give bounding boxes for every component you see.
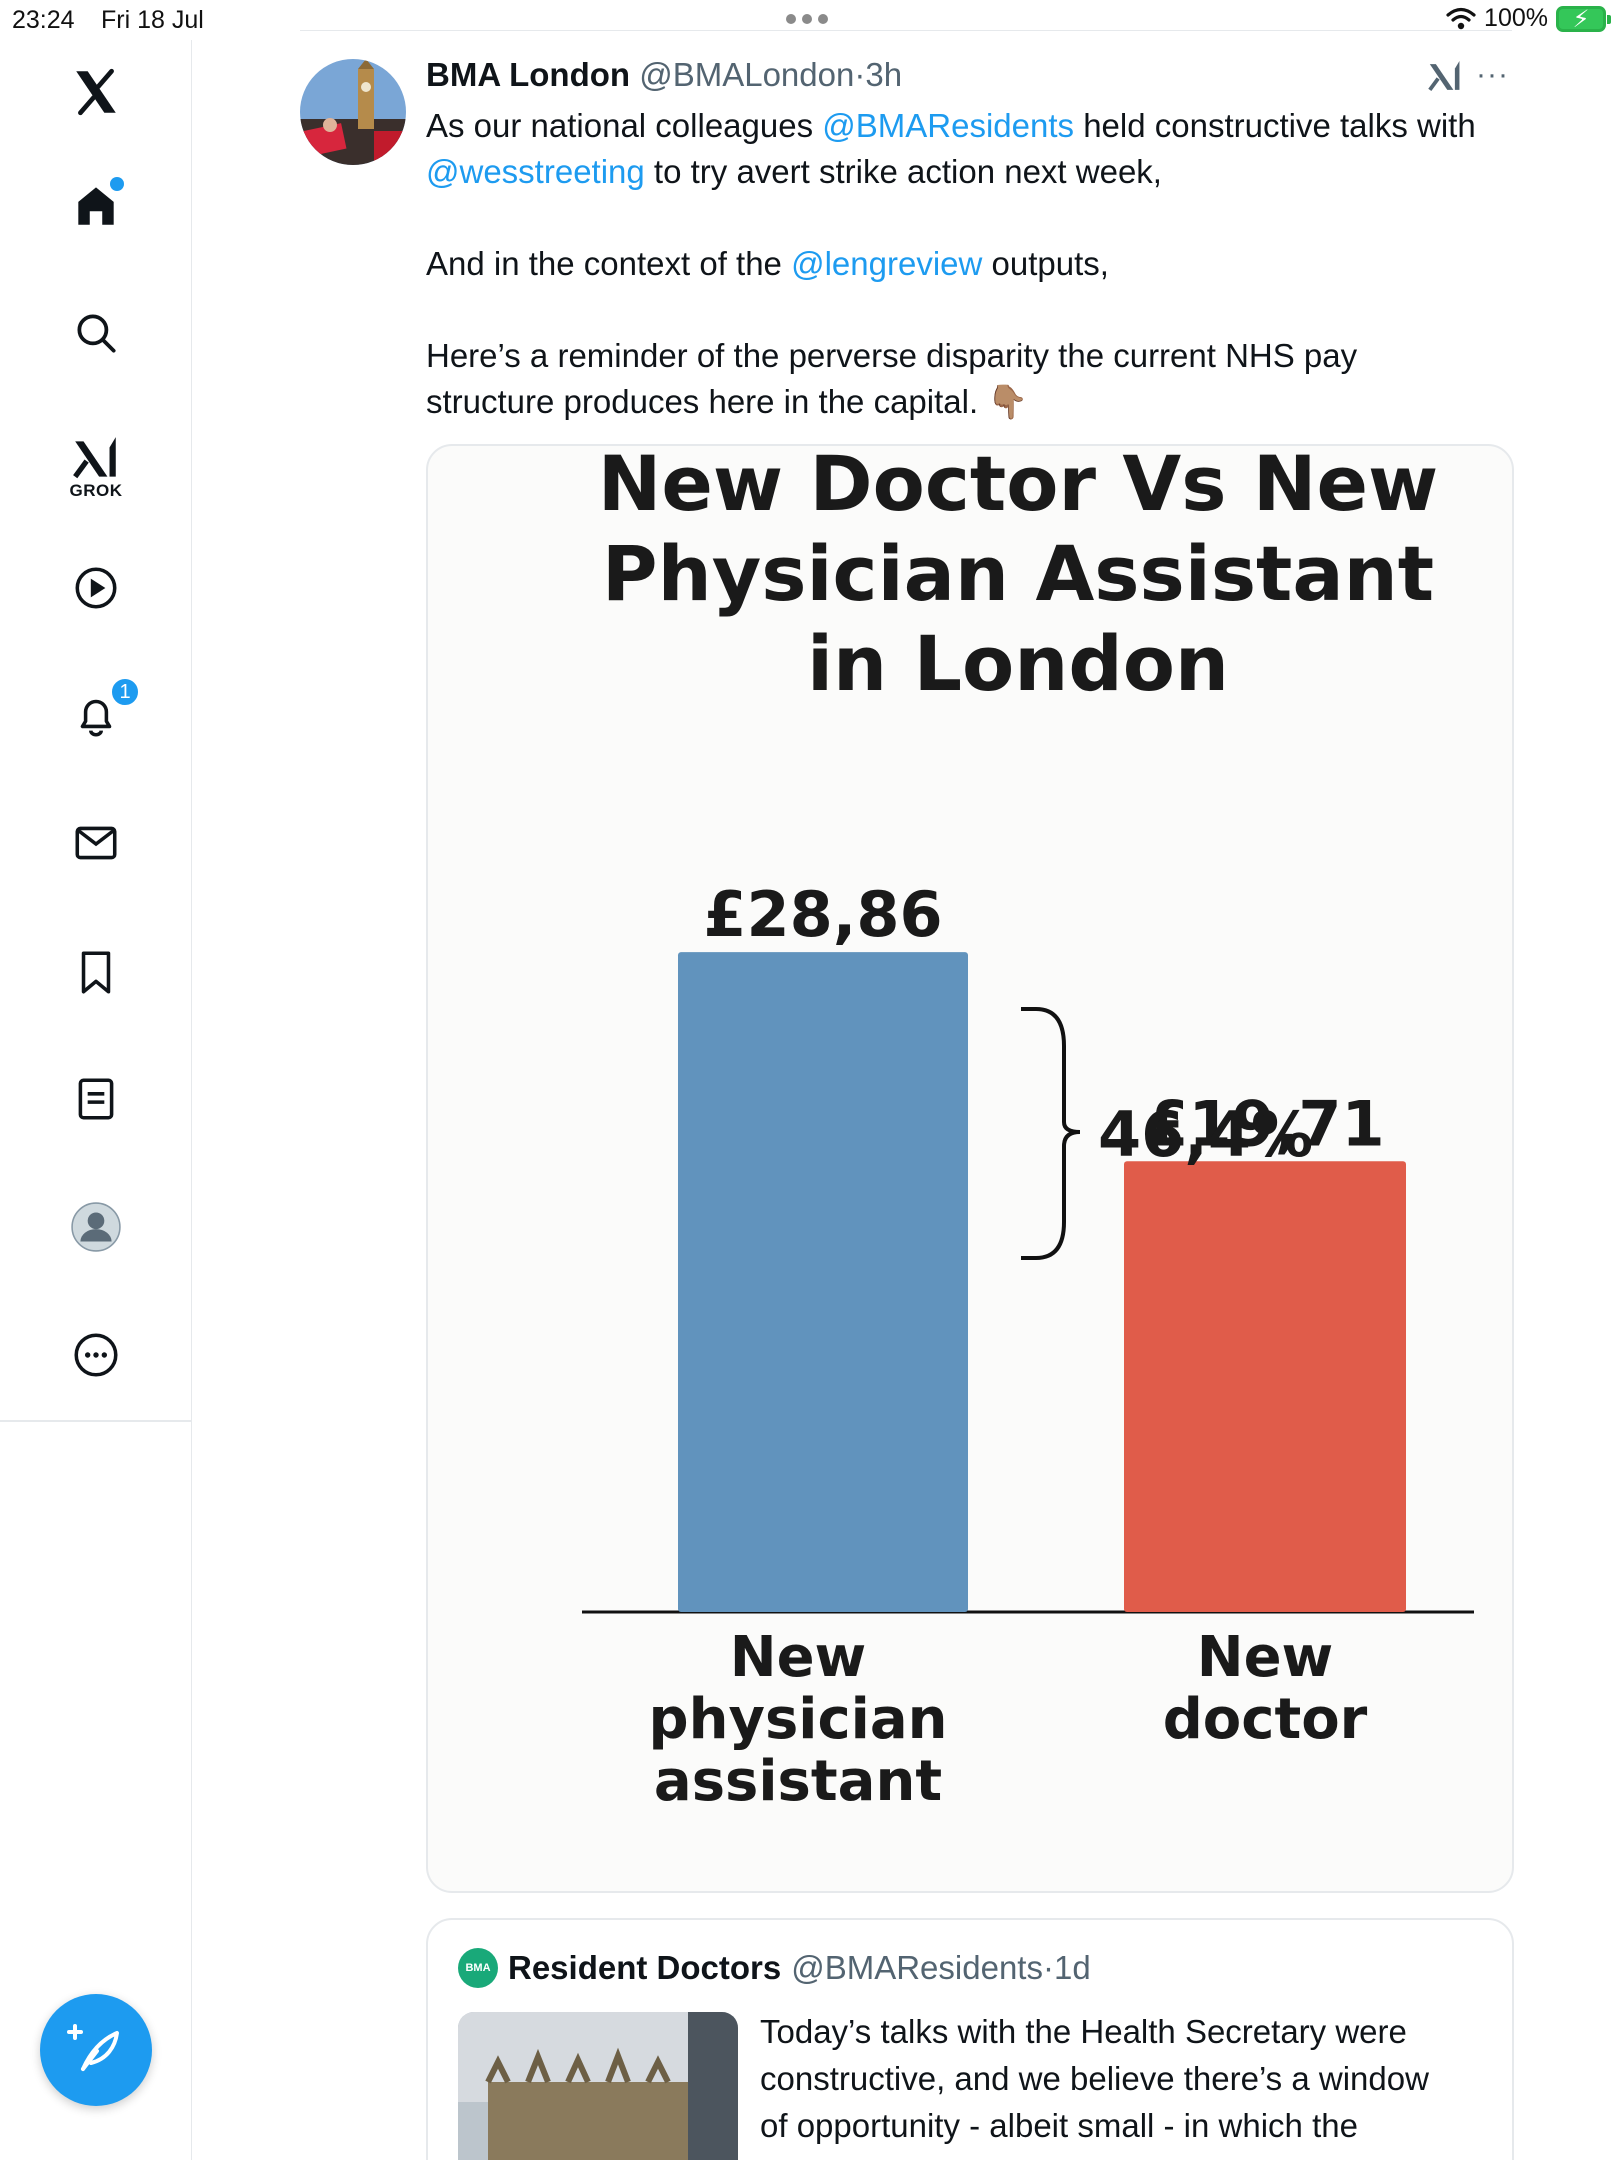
meta-separator: · <box>1042 1949 1054 1986</box>
quoted-handle-text: @BMAResidents <box>791 1949 1043 1986</box>
status-date: Fri 18 Jul <box>101 6 204 34</box>
author-avatar[interactable] <box>300 59 406 165</box>
header-divider <box>300 30 1512 31</box>
nav-search[interactable] <box>64 301 128 365</box>
tweet-text-segment: And in the context of the <box>426 245 792 282</box>
chart-title-line: in London <box>807 619 1229 708</box>
quoted-tweet-image[interactable] <box>458 2012 738 2160</box>
compose-feather-icon <box>67 2024 119 2071</box>
tweet-text-segment: As our national colleagues <box>426 107 823 144</box>
data-label-1: £19,71 <box>1145 1087 1384 1160</box>
quoted-text-line: Government can put forward a strong enou… <box>760 2149 1490 2160</box>
meta-separator: · <box>854 56 866 93</box>
author-name[interactable]: BMA London <box>426 56 631 93</box>
quoted-author-name[interactable]: Resident Doctors <box>508 1949 782 1986</box>
quoted-author-handle[interactable]: @BMAResidents·1d <box>791 1949 1090 1987</box>
chart-title-line: Physician Assistant <box>602 529 1434 618</box>
quoted-tweet-header: BMA Resident Doctors @BMAResidents·1d <box>458 1948 1091 1988</box>
quoted-tweet[interactable]: BMA Resident Doctors @BMAResidents·1d To… <box>426 1918 1514 2160</box>
tweet-text: As our national colleagues @BMAResidents… <box>426 103 1526 425</box>
mention-link[interactable]: @wesstreeting <box>426 153 645 190</box>
profile-avatar-icon <box>71 1202 121 1252</box>
tweet-text-segment: held constructive talks with <box>1074 107 1476 144</box>
wifi-icon <box>1446 7 1476 29</box>
nav-bookmarks[interactable] <box>64 940 128 1004</box>
category-label-line: New <box>1197 1625 1334 1690</box>
nav-lists[interactable] <box>64 1067 128 1131</box>
tweet-text-line: @wesstreeting to try avert strike action… <box>426 149 1526 195</box>
nav-notifications[interactable]: 1 <box>64 677 140 747</box>
notifications-icon <box>80 699 112 737</box>
grok-label: GROK <box>69 481 123 500</box>
tweet-more-icon[interactable]: ··· <box>1476 58 1509 91</box>
grok-icon <box>73 437 116 479</box>
x-logo-icon[interactable] <box>64 60 128 124</box>
category-label-line: doctor <box>1163 1687 1368 1752</box>
difference-label: 46,4% <box>1098 1098 1313 1171</box>
chart-title-line: New Doctor Vs New <box>598 446 1439 528</box>
tweet-time[interactable]: 3h <box>865 56 903 93</box>
quoted-tweet-text: Today’s talks with the Health Secretary … <box>760 2008 1490 2160</box>
home-icon <box>78 187 114 225</box>
tweet-text-line: Here’s a reminder of the perverse dispar… <box>426 337 1358 374</box>
battery-percent: 100% <box>1484 4 1548 32</box>
status-bar: 23:24 Fri 18 Jul 100% ⚡ <box>0 0 1620 40</box>
tweet-text-segment: outputs, <box>982 245 1109 282</box>
lists-icon <box>78 1078 114 1120</box>
tweet-text-line: And in the context of the @lengreview ou… <box>426 241 1526 287</box>
more-icon <box>74 1333 118 1377</box>
video-play-icon <box>75 567 117 609</box>
nav-home[interactable] <box>64 173 128 237</box>
difference-bracket <box>1021 1007 1081 1260</box>
quoted-text-line: Today’s talks with the Health Secretary … <box>760 2013 1407 2050</box>
grok-explain-icon[interactable] <box>1426 58 1464 96</box>
mention-link[interactable]: @BMAResidents <box>822 107 1075 144</box>
nav-video[interactable] <box>64 556 128 620</box>
messages-icon <box>75 826 117 860</box>
category-label-line: assistant <box>654 1749 942 1814</box>
nav-grok[interactable]: GROK <box>64 427 128 500</box>
sidebar: GROK 1 <box>0 40 192 2160</box>
mention-link[interactable]: @lengreview <box>791 245 983 282</box>
tweet-text-line: As our national colleagues @BMAResidents… <box>426 103 1526 149</box>
bar-1 <box>1124 1161 1406 1612</box>
bookmark-icon <box>81 951 111 994</box>
compose-post-button[interactable] <box>40 1994 152 2106</box>
data-label-0: £28,86 <box>703 878 942 951</box>
sidebar-divider <box>0 1420 192 1422</box>
category-label-line: physician <box>648 1687 947 1752</box>
tweet-text-segment: to try avert strike action next week, <box>644 153 1162 190</box>
home-unread-dot <box>110 177 124 191</box>
status-time: 23:24 <box>12 6 75 34</box>
nav-messages[interactable] <box>64 811 128 875</box>
quoted-author-avatar[interactable]: BMA <box>458 1948 498 1988</box>
tweet-media-chart[interactable]: New Doctor Vs New Physician Assistant in L… <box>426 444 1514 1893</box>
notifications-badge: 1 <box>110 677 140 707</box>
status-right: 100% ⚡ <box>1446 4 1611 33</box>
bar-0 <box>678 952 968 1612</box>
tweet-text-line: structure produces here in the capital. … <box>426 383 1029 420</box>
nav-more[interactable] <box>64 1323 128 1387</box>
tweet-header: BMA London @BMALondon·3h <box>426 56 902 94</box>
multitasking-dots-icon[interactable] <box>786 14 828 24</box>
search-icon <box>77 314 116 353</box>
battery-charging-icon: ⚡ <box>1556 5 1611 33</box>
category-label-line: New <box>730 1625 867 1690</box>
quoted-tweet-time: 1d <box>1053 1949 1091 1986</box>
quoted-text-line: constructive, and we believe there’s a w… <box>760 2060 1429 2097</box>
author-handle[interactable]: @BMALondon <box>639 56 855 93</box>
quoted-text-line: of opportunity - albeit small - in which… <box>760 2107 1358 2144</box>
nav-profile[interactable] <box>64 1195 128 1259</box>
